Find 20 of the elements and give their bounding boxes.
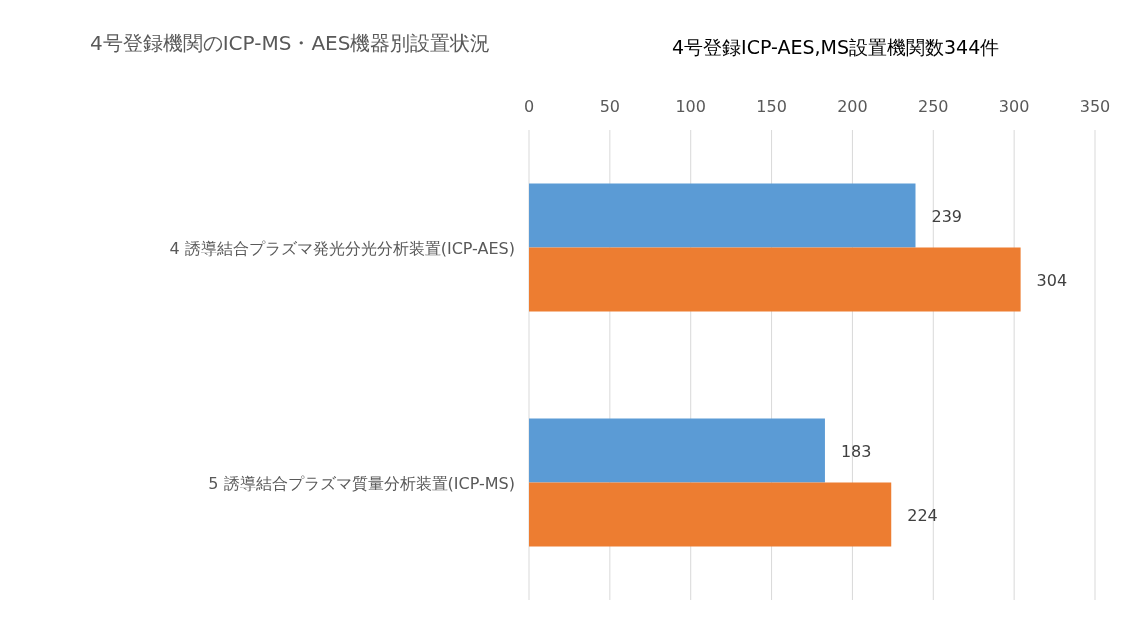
data-label: 304 [1036,270,1068,290]
x-tick-label: 150 [756,97,787,116]
x-tick-label: 200 [837,97,868,116]
x-tick-label: 0 [523,97,535,116]
data-label: 183 [840,441,872,461]
bar [529,418,825,483]
bar [529,183,916,248]
x-tick-label: 350 [1079,97,1111,116]
y-tick-label: 5 誘導結合プラズマ質量分析装置(ICP-MS) [208,473,515,493]
x-tick-label: 50 [599,97,621,116]
bar [529,247,1021,312]
data-label: 224 [907,505,938,525]
x-tick-label: 300 [998,97,1030,116]
text: 4号登録機関のICP-MS・AES機器別設置状況 [90,31,491,55]
chart-subtitle: 4号登録ICP-AES,MS設置機関数344件 [672,36,1000,58]
x-tick-label: 250 [918,97,949,116]
data-label: 239 [931,206,963,226]
x-tick-label: 100 [675,97,706,116]
bar [529,482,892,547]
y-tick-label: 4 誘導結合プラズマ発光分光分析装置(ICP-AES) [169,238,515,258]
